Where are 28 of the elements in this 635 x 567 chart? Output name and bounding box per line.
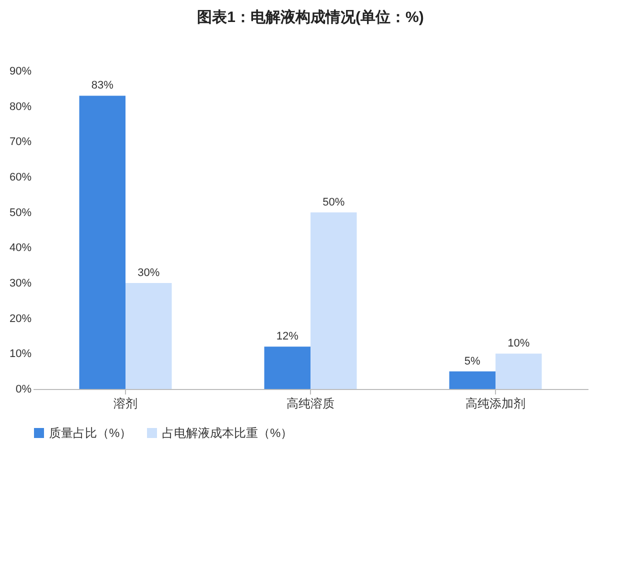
y-tick-label: 0% (16, 384, 32, 396)
y-tick-label: 60% (9, 172, 32, 184)
bar (496, 354, 542, 389)
data-label: 12% (276, 330, 299, 343)
legend-label: 占电解液成本比重（%） (162, 426, 293, 440)
bar (449, 371, 496, 389)
y-tick-label: 20% (9, 312, 32, 325)
data-label: 10% (508, 338, 530, 350)
y-tick-label: 80% (9, 100, 32, 113)
bar (126, 283, 172, 389)
y-tick-label: 30% (9, 278, 32, 290)
y-tick-label: 70% (9, 136, 32, 148)
data-label: 30% (138, 267, 160, 279)
data-label: 5% (464, 355, 481, 368)
data-label: 50% (322, 196, 345, 208)
bar (79, 96, 126, 389)
bar (310, 212, 357, 389)
y-tick-label: 10% (9, 348, 32, 360)
legend-label: 质量占比（%） (49, 426, 132, 440)
chart-title: 图表1：电解液构成情况(单位：%) (197, 8, 424, 26)
data-label: 83% (91, 80, 114, 92)
y-tick-label: 40% (9, 242, 32, 254)
x-tick-label: 高纯溶质 (286, 396, 334, 410)
x-tick-label: 高纯添加剂 (466, 396, 526, 410)
x-tick-label: 溶剂 (114, 396, 138, 410)
y-tick-label: 50% (9, 206, 32, 219)
y-tick-label: 90% (9, 66, 32, 78)
bar (264, 346, 310, 389)
